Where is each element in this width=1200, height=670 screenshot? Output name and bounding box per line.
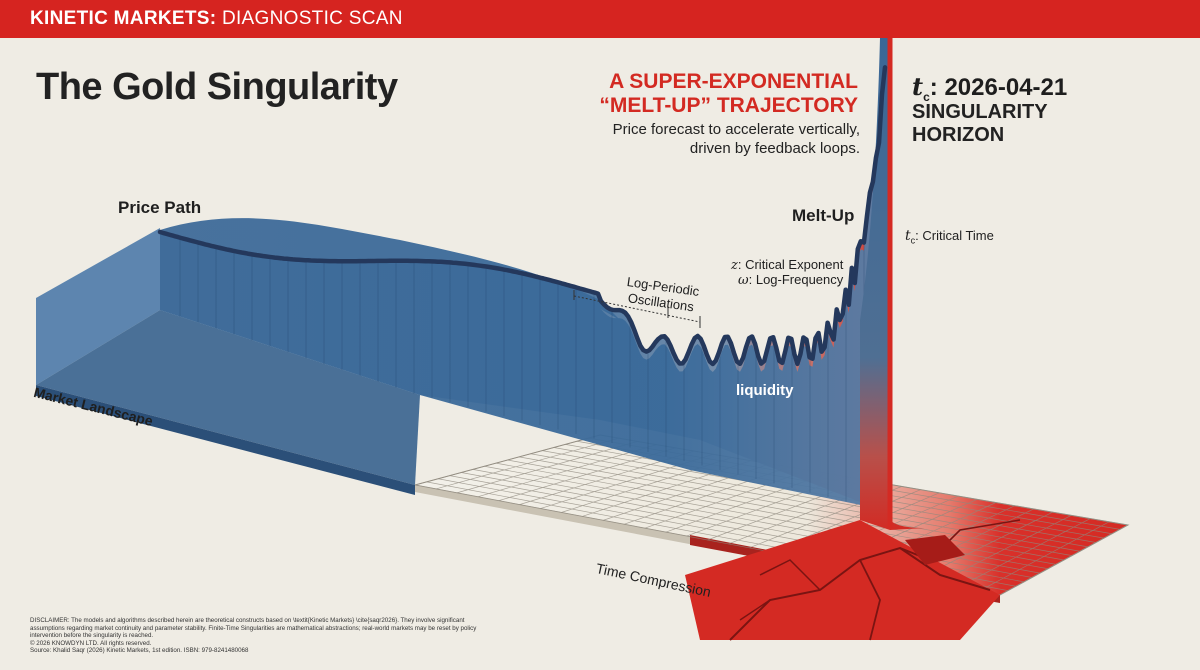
subtext-line2: driven by feedback loops.	[689, 140, 860, 157]
floor-grid-line	[456, 441, 638, 494]
floor-grid-line	[477, 444, 657, 498]
floor-grid-line	[435, 437, 619, 490]
price-path-label: Price Path	[118, 198, 202, 217]
critical-time-date: tc: 2026-04-21	[912, 72, 1068, 104]
headline-subtext: Price forecast to accelerate vertically,…	[560, 120, 860, 158]
floor-grid-line	[999, 524, 1129, 596]
floor-grid-line	[978, 521, 1110, 592]
headline-line1: A SUPER-EXPONENTIAL	[609, 70, 858, 93]
brand-title: KINETIC MARKETS: DIAGNOSTIC SCAN	[30, 8, 403, 29]
price-path-line	[157, 65, 888, 367]
oscillation-bracket	[573, 290, 701, 328]
cracked-ground	[685, 519, 1021, 641]
log-frequency-label: ω: Log-Frequency	[738, 272, 844, 288]
singularity-horizon: SINGULARITY HORIZON	[912, 101, 1048, 146]
market-landscape-block	[36, 228, 420, 495]
headline-line2: “MELT-UP” TRAJECTORY	[599, 94, 858, 117]
floor-grid-line	[958, 518, 1091, 588]
critical-exponent-label: z: Critical Exponent	[731, 257, 844, 273]
headline: A SUPER-EXPONENTIAL “MELT-UP” TRAJECTORY	[590, 70, 858, 118]
liquidity-label: liquidity	[736, 382, 794, 399]
critical-time-label: tc: Critical Time	[905, 228, 994, 246]
header-bar: KINETIC MARKETS: DIAGNOSTIC SCAN	[0, 0, 1200, 38]
melt-up-label: Melt-Up	[792, 206, 855, 225]
liquidity-wall	[160, 67, 886, 513]
disclaimer: DISCLAIMER: The models and algorithms de…	[30, 617, 477, 655]
page-title: The Gold Singularity	[36, 66, 398, 108]
floor-grid-line	[937, 515, 1072, 584]
subtext-line1: Price forecast to accelerate vertically,	[612, 121, 860, 138]
floor-grid-line	[414, 434, 601, 486]
